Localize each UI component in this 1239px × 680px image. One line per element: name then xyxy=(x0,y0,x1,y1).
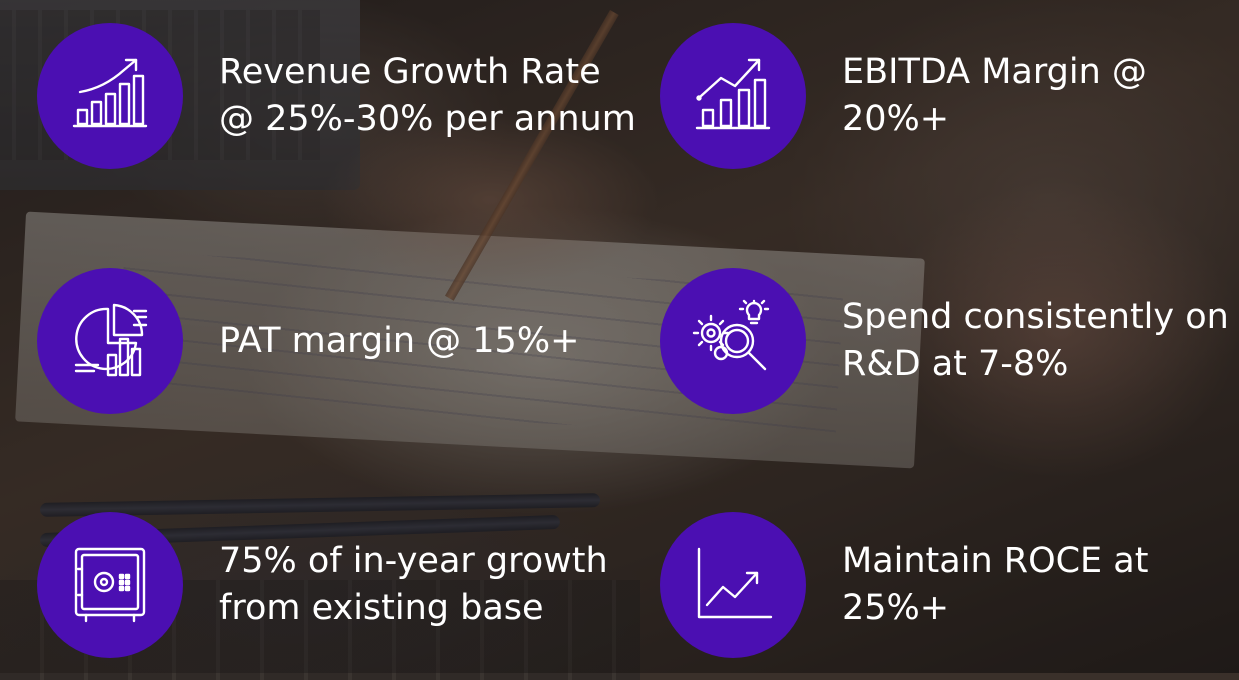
pat-margin-line-1: PAT margin @ 15%+ xyxy=(219,320,580,361)
rnd-spend-text: Spend consistently on R&D at 7-8% xyxy=(842,294,1229,388)
ebitda-bar-chart-icon xyxy=(660,23,806,169)
target-existing-base-growth: 75% of in-year growth from existing base xyxy=(37,512,608,658)
roce-trend-line-icon xyxy=(660,512,806,658)
target-ebitda-margin: EBITDA Margin @ 20%+ xyxy=(660,23,1147,169)
ebitda-margin-line-2: 20%+ xyxy=(842,99,950,139)
revenue-growth-chart-icon xyxy=(37,23,183,169)
revenue-growth-text: Revenue Growth Rate @ 25%-30% per annum xyxy=(219,49,636,143)
pat-analytics-icon xyxy=(37,268,183,414)
revenue-growth-line-1: Revenue Growth Rate xyxy=(219,52,601,92)
target-pat-margin: PAT margin @ 15%+ xyxy=(37,268,579,414)
target-revenue-growth: Revenue Growth Rate @ 25%-30% per annum xyxy=(37,23,636,169)
rnd-spend-line-1: Spend consistently on xyxy=(842,297,1229,337)
pat-margin-text: PAT margin @ 15%+ xyxy=(219,318,579,365)
rnd-spend-line-2: R&D at 7-8% xyxy=(842,344,1069,384)
roce-line-1: Maintain ROCE at xyxy=(842,541,1149,581)
roce-line-2: 25%+ xyxy=(842,588,950,628)
existing-base-growth-line-1: 75% of in-year growth xyxy=(219,541,608,581)
revenue-growth-line-2: @ 25%-30% per annum xyxy=(219,99,636,139)
existing-base-growth-line-2: from existing base xyxy=(219,588,544,628)
left-hand-image xyxy=(320,110,660,290)
safe-vault-icon xyxy=(37,512,183,658)
roce-text: Maintain ROCE at 25%+ xyxy=(842,538,1148,632)
rnd-gears-magnifier-icon xyxy=(660,268,806,414)
target-roce: Maintain ROCE at 25%+ xyxy=(660,512,1148,658)
ebitda-margin-line-1: EBITDA Margin @ xyxy=(842,52,1147,92)
target-rnd-spend: Spend consistently on R&D at 7-8% xyxy=(660,268,1229,414)
right-hand-image xyxy=(880,180,1239,480)
existing-base-growth-text: 75% of in-year growth from existing base xyxy=(219,538,608,632)
ebitda-margin-text: EBITDA Margin @ 20%+ xyxy=(842,49,1147,143)
